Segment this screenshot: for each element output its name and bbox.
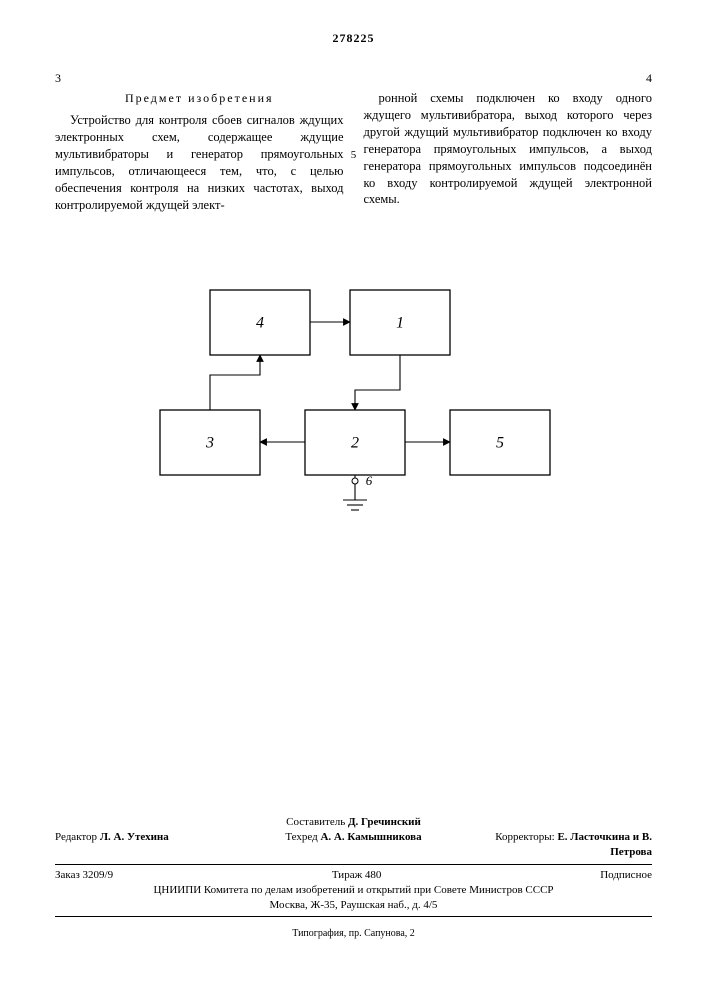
corr-names: Е. Ласточкина и В. Петрова — [557, 831, 652, 858]
editor-label: Редактор — [55, 831, 97, 843]
corr-cell: Корректоры: Е. Ласточкина и В. Петрова — [460, 830, 652, 860]
block-label-2: 2 — [351, 435, 359, 452]
block-label-3: 3 — [205, 435, 214, 452]
patent-page: 278225 3 4 5 Предмет изобретения Устройс… — [0, 0, 707, 1000]
edge-3-4 — [210, 355, 260, 410]
addr-line: Москва, Ж-35, Раушская наб., д. 4/5 — [55, 898, 652, 913]
editor-cell: Редактор Л. А. Утехина — [55, 830, 247, 860]
claim-text-left: Устройство для контроля сбоев сигналов ж… — [55, 112, 344, 213]
typography-line: Типография, пр. Сапунова, 2 — [55, 927, 652, 941]
order-no: Заказ 3209/9 — [55, 868, 113, 883]
compiler-line: Составитель Д. Гречинский — [55, 815, 652, 830]
block-label-1: 1 — [396, 315, 404, 332]
left-column: Предмет изобретения Устройство для контр… — [55, 90, 344, 213]
divider-2 — [55, 916, 652, 917]
edge-1-2 — [355, 355, 400, 410]
editor-name: Л. А. Утехина — [100, 831, 169, 843]
corr-label: Корректоры: — [495, 831, 554, 843]
subject-heading: Предмет изобретения — [55, 90, 344, 106]
divider-1 — [55, 864, 652, 865]
tech-label: Техред — [285, 831, 317, 843]
col-num-left: 3 — [55, 70, 61, 86]
right-column: ронной схемы подключен ко входу одного ж… — [364, 90, 653, 213]
tech-cell: Техред А. А. Камышникова — [257, 830, 449, 860]
block-label-4: 4 — [256, 315, 264, 332]
col-num-right: 4 — [646, 70, 652, 86]
ground-node — [352, 478, 358, 484]
imprint-footer: Составитель Д. Гречинский Редактор Л. А.… — [55, 815, 652, 940]
document-number: 278225 — [333, 30, 375, 46]
compiler-name: Д. Гречинский — [348, 816, 421, 828]
block-label-5: 5 — [496, 435, 504, 452]
tirazh: Тираж 480 — [332, 868, 382, 883]
claim-text-right: ронной схемы подключен ко входу одного ж… — [364, 90, 653, 208]
column-numbers: 3 4 — [55, 70, 652, 86]
line-number-5: 5 — [348, 148, 360, 163]
podpisnoe: Подписное — [600, 868, 652, 883]
ground-label: 6 — [366, 473, 373, 488]
compiler-label: Составитель — [286, 816, 345, 828]
org-line: ЦНИИПИ Комитета по делам изобретений и о… — [55, 883, 652, 898]
print-info-row: Заказ 3209/9 Тираж 480 Подписное — [55, 868, 652, 883]
tech-name: А. А. Камышникова — [320, 831, 421, 843]
credits-row: Редактор Л. А. Утехина Техред А. А. Камы… — [55, 830, 652, 860]
block-diagram: 4 1 3 2 5 6 — [150, 280, 560, 580]
